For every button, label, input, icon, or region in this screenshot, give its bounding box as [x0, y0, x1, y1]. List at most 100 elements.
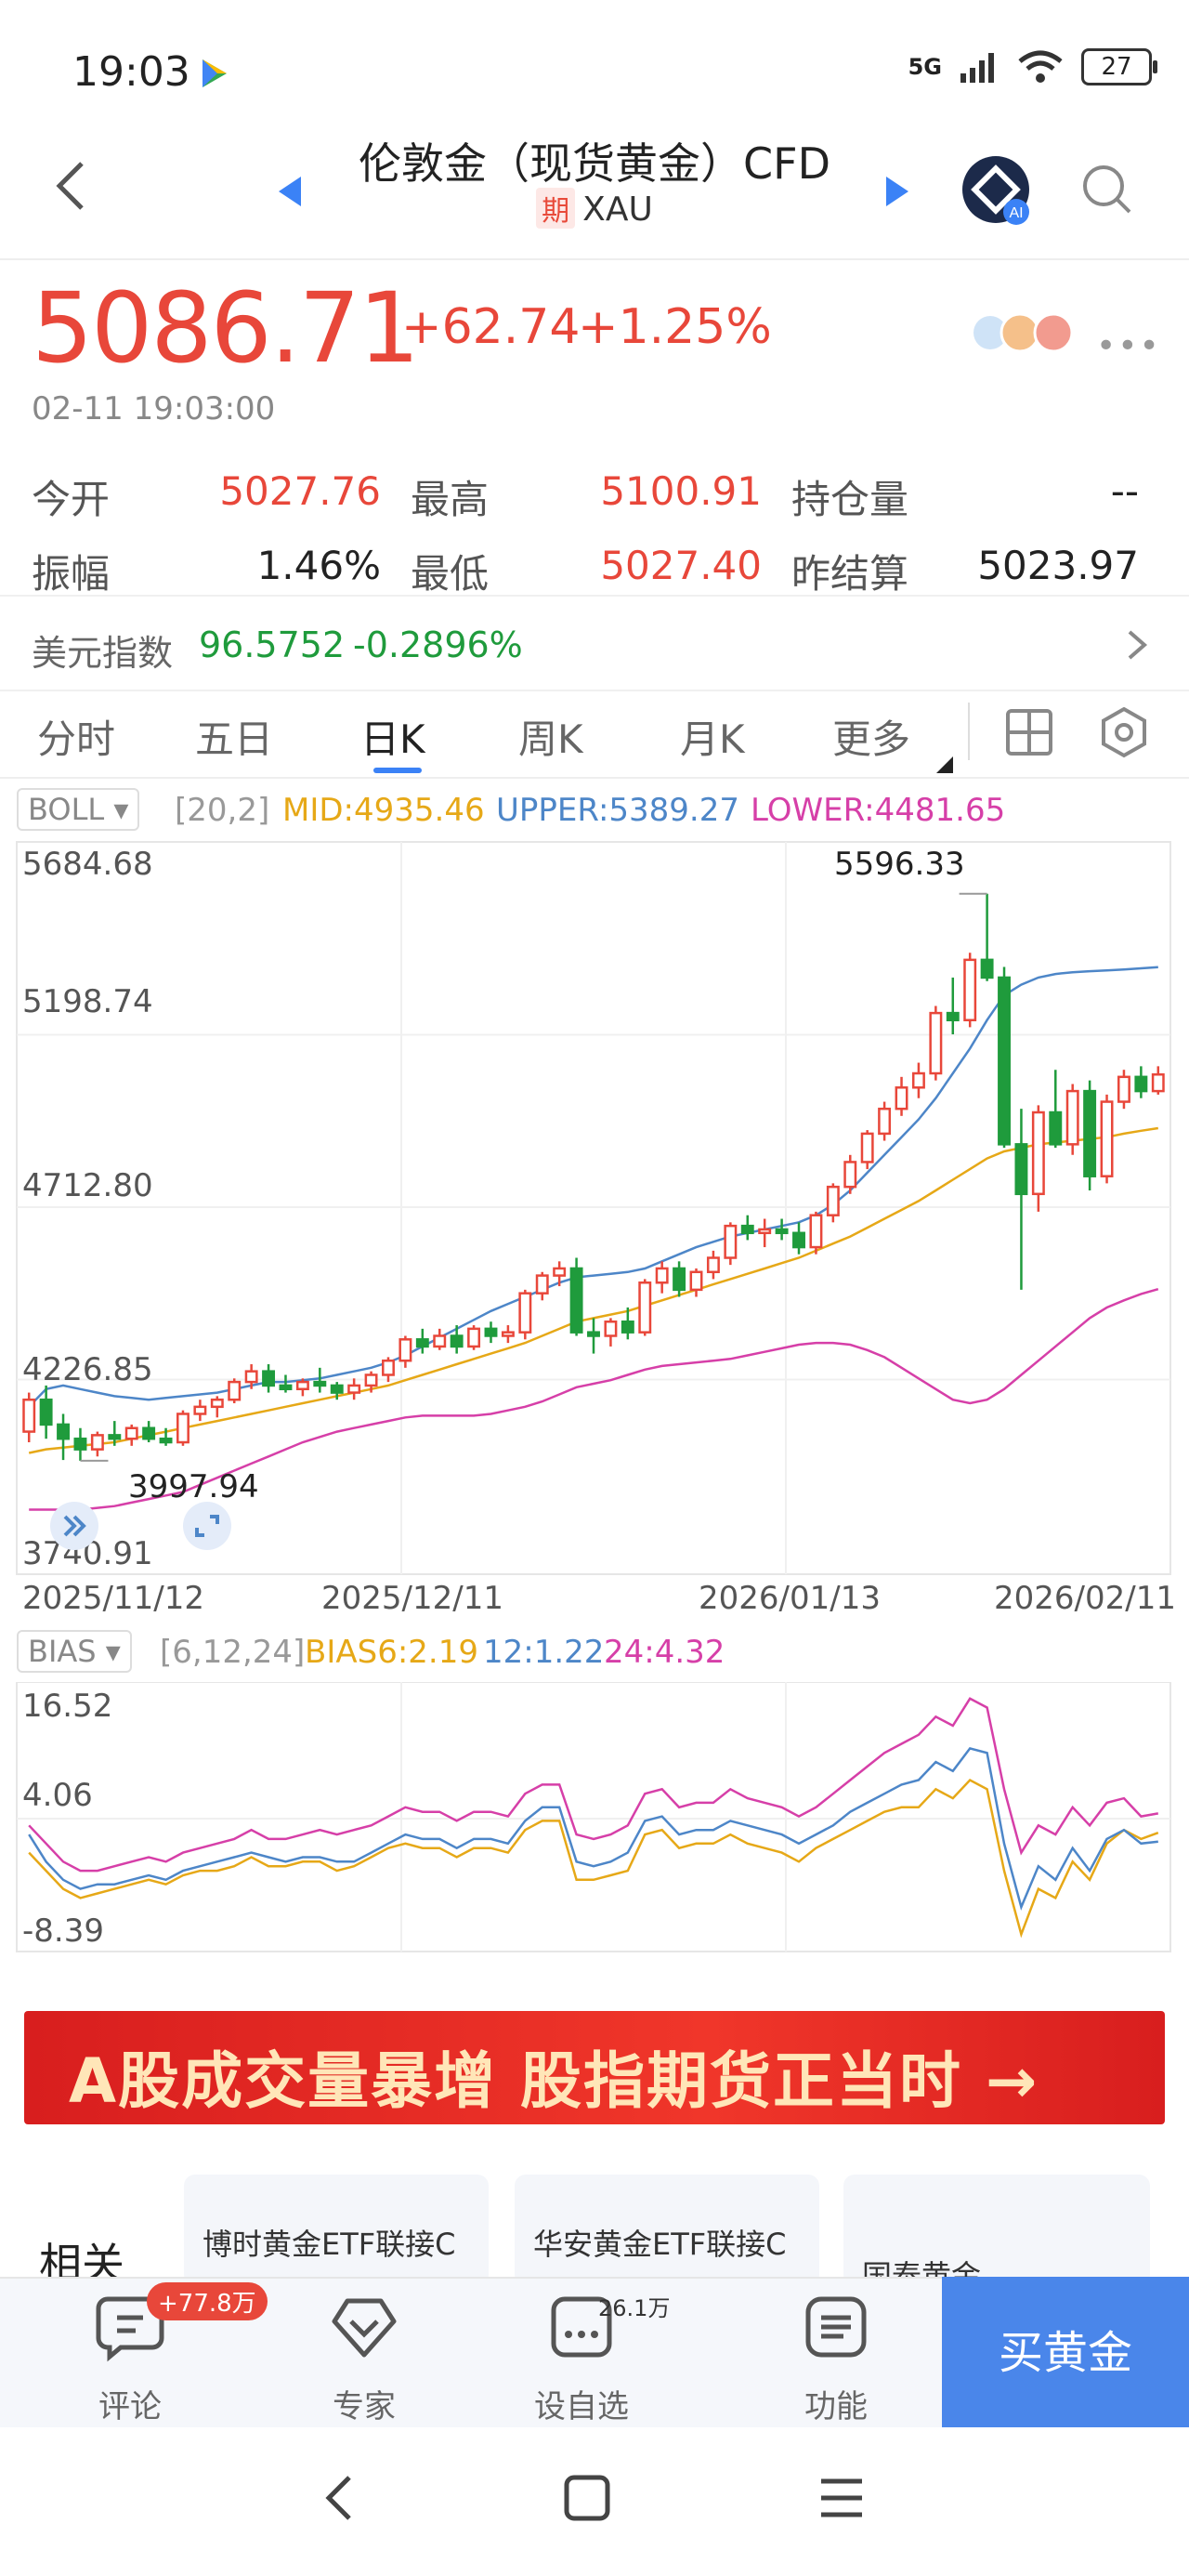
- candle: [775, 1218, 789, 1241]
- candle-body: [569, 1267, 583, 1334]
- ai-assistant-icon[interactable]: AI: [960, 154, 1035, 229]
- bias24-value: 24:4.32: [604, 1634, 725, 1671]
- last-price: 5086.71: [32, 271, 420, 385]
- y-tick-2: 5198.74: [22, 983, 153, 1020]
- candle-body: [159, 1437, 173, 1444]
- tab-monthly-k[interactable]: 月K: [680, 716, 745, 762]
- instrument-symbol: XAU: [582, 191, 653, 229]
- candle: [621, 1307, 634, 1340]
- candle-body: [399, 1338, 412, 1362]
- stat-label-prev-settle: 昨结算: [791, 551, 909, 597]
- related-card[interactable]: 华安黄金ETF联接C: [515, 2175, 819, 2286]
- instrument-subtitle: 期 XAU: [0, 188, 1189, 229]
- candle-body: [878, 1107, 892, 1136]
- candle-body: [535, 1274, 549, 1295]
- candle: [1117, 1070, 1130, 1110]
- candle-body: [929, 1011, 943, 1075]
- candle-body: [382, 1359, 395, 1376]
- fullscreen-icon[interactable]: [178, 1500, 236, 1552]
- candle: [843, 1154, 857, 1194]
- candle: [809, 1211, 823, 1255]
- candle-body: [860, 1132, 874, 1163]
- stat-label-low: 最低: [411, 551, 490, 597]
- boll-upper: UPPER:5389.27: [496, 792, 740, 829]
- buy-gold-button[interactable]: 买黄金: [942, 2277, 1189, 2429]
- nav-menu-icon[interactable]: [816, 2474, 868, 2522]
- tab-weekly-k[interactable]: 周K: [518, 716, 583, 762]
- nav-home-icon[interactable]: [561, 2472, 613, 2524]
- bias-chart[interactable]: [0, 1682, 1189, 1961]
- expert-button[interactable]: 专家: [299, 2288, 429, 2425]
- expert-avatars-icon[interactable]: [972, 307, 1083, 362]
- candle: [1014, 1109, 1028, 1290]
- candle: [518, 1289, 532, 1340]
- bias6-value: BIAS6:2.19: [305, 1634, 478, 1671]
- grid-layout-icon[interactable]: [1005, 708, 1053, 756]
- candle: [1083, 1080, 1097, 1190]
- candle-body: [724, 1224, 738, 1259]
- back-arrow-icon[interactable]: [52, 158, 89, 214]
- candle: [228, 1378, 242, 1404]
- candle-body: [73, 1437, 87, 1451]
- candle-body: [604, 1320, 618, 1337]
- candle-body: [484, 1327, 498, 1337]
- tab-intraday[interactable]: 分时: [37, 716, 116, 762]
- candle: [364, 1371, 378, 1393]
- related-card[interactable]: 博时黄金ETF联接C: [184, 2175, 489, 2286]
- candle: [604, 1318, 618, 1347]
- expert-icon: [332, 2298, 397, 2358]
- related-card-title: 华安黄金ETF联接C: [533, 2227, 787, 2262]
- add-watchlist-button[interactable]: 设自选: [516, 2288, 647, 2425]
- chart-grid: [17, 842, 1170, 1574]
- candle: [569, 1257, 583, 1336]
- boll-lower-line: [29, 1287, 1159, 1511]
- candle-body: [911, 1071, 925, 1089]
- promo-banner[interactable]: A股成交量暴增 股指期货正当时 →: [24, 2011, 1165, 2124]
- kline-chart[interactable]: [0, 836, 1189, 1645]
- candle-body: [758, 1228, 772, 1235]
- watchlist-label: 设自选: [534, 2388, 629, 2425]
- y-tick-3: 4712.80: [22, 1167, 153, 1204]
- usd-index-row[interactable]: 美元指数 96.5752 -0.2896%: [0, 595, 1189, 691]
- candle: [998, 966, 1011, 1149]
- candle-body: [673, 1267, 686, 1292]
- futures-badge: 期: [536, 188, 576, 229]
- expand-left-icon[interactable]: [48, 1500, 100, 1552]
- more-options-icon[interactable]: •••: [1096, 327, 1161, 365]
- stat-value-open: 5027.76: [219, 468, 381, 514]
- bias-grid: [17, 1682, 1170, 1952]
- related-card[interactable]: 国泰黄金...: [843, 2175, 1150, 2293]
- high-annotation: 5596.33: [834, 846, 965, 883]
- boll-indicator-select[interactable]: BOLL ▾: [17, 788, 140, 831]
- candle: [279, 1374, 293, 1393]
- nav-back-icon[interactable]: [316, 2470, 362, 2526]
- candle: [313, 1367, 327, 1393]
- search-icon[interactable]: [1079, 162, 1135, 217]
- status-icons: 5G 27: [908, 48, 1157, 85]
- functions-button[interactable]: 功能: [771, 2288, 901, 2425]
- bias-y-tick-2: 4.06: [22, 1777, 93, 1814]
- candle: [244, 1364, 258, 1389]
- y-tick-1: 5684.68: [22, 846, 153, 883]
- candle: [108, 1421, 122, 1446]
- next-instrument-icon[interactable]: [884, 175, 910, 208]
- tab-five-day[interactable]: 五日: [195, 716, 274, 762]
- candle: [176, 1410, 189, 1446]
- candle: [535, 1271, 549, 1301]
- candle-body: [895, 1086, 908, 1111]
- candle: [347, 1378, 361, 1400]
- candle-body: [775, 1228, 789, 1235]
- candle: [1049, 1070, 1063, 1149]
- tab-more[interactable]: 更多: [832, 716, 911, 762]
- prev-instrument-icon[interactable]: [277, 175, 303, 208]
- usd-index-value: 96.5752: [199, 624, 346, 665]
- candle-body: [1031, 1111, 1045, 1196]
- candle-body: [364, 1373, 378, 1387]
- candle: [90, 1431, 104, 1457]
- settings-icon[interactable]: [1098, 706, 1150, 758]
- candle: [655, 1261, 669, 1294]
- bias-indicator-select[interactable]: BIAS ▾: [17, 1630, 132, 1673]
- tab-divider: [968, 703, 970, 760]
- tab-daily-k[interactable]: 日K: [360, 716, 425, 762]
- stat-value-high: 5100.91: [600, 468, 762, 514]
